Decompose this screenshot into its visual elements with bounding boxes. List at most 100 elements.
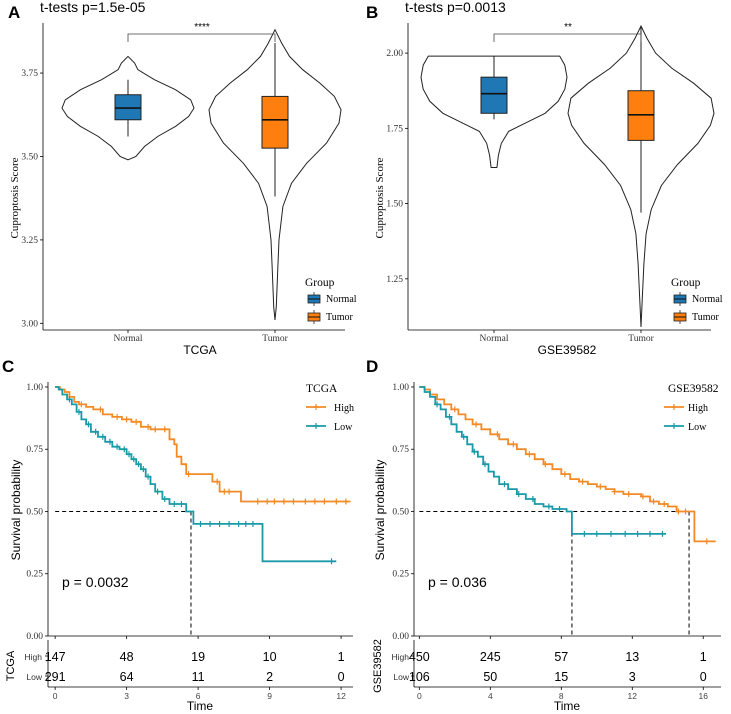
panel-c-legend-key-censor	[313, 423, 319, 429]
panel-d-risk-count-high: 245	[480, 650, 501, 664]
panel-c-risk-count-low: 0	[338, 670, 345, 684]
panel-d-censor-mark-low	[556, 506, 563, 512]
panel-d-risk-count-high: 13	[625, 650, 639, 664]
panel-d-risk-count-high: 450	[409, 650, 430, 664]
panel-c-risk-xtick-label: 6	[196, 691, 201, 701]
panel-d-ytick-label: 1.00	[392, 383, 409, 393]
panel-d-censor-mark-high	[675, 508, 682, 515]
panel-d-risk-count-high: 57	[554, 650, 568, 664]
panel-c-censor-mark-high	[114, 413, 121, 420]
panel-d-risk-xtick-label: 8	[559, 691, 564, 701]
panel-d-censor-mark-high	[611, 488, 618, 495]
panel-c-risk-label-low: Low	[26, 672, 42, 682]
panel-d-censor-mark-high	[510, 441, 517, 448]
panel-b-violin-normal	[420, 55, 568, 168]
panel-c-ytick-label: 1.00	[26, 383, 43, 393]
panel-c-censor-mark-low	[249, 520, 256, 527]
panel-c-censor-mark-low	[178, 501, 185, 508]
panel-c-ytick-label: 0.00	[26, 632, 43, 642]
panel-c-censor-mark-low	[114, 443, 121, 450]
panel-d-censor-mark-high	[661, 501, 668, 508]
panel-a-letter: A	[8, 3, 20, 22]
panel-c-risk-xtick-label: 9	[267, 691, 272, 701]
panel-b-legend-title: Group	[671, 277, 701, 289]
panel-c-risk-count-low: 291	[45, 670, 66, 684]
panel-b-ytick-label: 1.75	[386, 124, 403, 134]
panel-d-curve-low	[419, 386, 666, 535]
panel-c-censor-mark-low	[161, 496, 168, 503]
panel-c-censor-mark-high	[321, 498, 328, 505]
panel-c-censor-mark-high	[152, 426, 159, 433]
panel-d-risk-label-low: Low	[393, 672, 409, 682]
panel-c-censor-mark-high	[145, 423, 152, 430]
panel-d-risk-count-high: 1	[700, 650, 707, 664]
panel-d-censor-mark-high	[703, 538, 710, 545]
panel-a-ytick-label: 3.75	[21, 69, 38, 79]
panel-c-risk-count-high: 10	[263, 650, 277, 664]
panel-c-ytick-label: 0.25	[26, 570, 43, 580]
panel-c-censor-mark-low	[235, 520, 242, 527]
panel-d-censor-mark-high	[473, 421, 480, 428]
panel-a-significance-bracket	[127, 33, 276, 42]
panel-b-significance: **	[564, 22, 572, 33]
panel-c-risk-count-low: 2	[266, 670, 273, 684]
panel-b-ytick-label: 1.50	[386, 200, 403, 210]
panel-c-censor-mark-high	[311, 498, 318, 505]
panel-d-y-axis-label: Survival probability	[373, 460, 387, 561]
panel-b-xtick-tumor: Tumor	[628, 334, 654, 344]
panel-d-censor-mark-high	[639, 493, 646, 500]
panel-d-censor-mark-high	[650, 498, 657, 505]
panel-d-censor-mark-high	[526, 451, 533, 458]
panel-a-ytick-label: 3.25	[21, 236, 38, 246]
panel-d-censor-mark-low	[501, 481, 508, 488]
panel-c-censor-mark-low	[126, 451, 133, 458]
panel-c-censor-mark-high	[185, 471, 192, 478]
panel-c-risk-count-high: 147	[45, 650, 66, 664]
panel-d-curve-high	[419, 386, 716, 543]
panel-d-censor-mark-high	[561, 471, 568, 478]
panel-b-letter: B	[366, 3, 378, 22]
panel-c-ytick-label: 0.75	[26, 445, 43, 455]
panel-a: A t-tests p=1.5e-05 Cuproptosis Score TC…	[8, 0, 357, 357]
panel-b-title: t-tests p=0.0013	[405, 0, 506, 15]
panel-c-censor-mark-low	[92, 428, 99, 435]
panel-a-legend-title: Group	[305, 277, 335, 289]
panel-c-risk-count-high: 1	[338, 650, 345, 664]
panel-d-censor-mark-low	[471, 448, 478, 455]
panel-c-censor-mark-high	[302, 498, 309, 505]
panel-c-censor-mark-high	[123, 416, 130, 423]
panel-b: B t-tests p=0.0013 Cuproptosis Score GSE…	[366, 0, 723, 357]
panel-d-censor-mark-low	[545, 503, 552, 510]
panel-d-censor-mark-low	[446, 413, 453, 420]
panel-d-censor-mark-low	[622, 530, 629, 537]
panel-d-pvalue: p = 0.036	[428, 574, 487, 590]
panel-c-censor-mark-low	[75, 408, 82, 415]
panel-c-risk-label-high: High	[25, 652, 43, 662]
panel-d-censor-mark-high	[494, 431, 501, 438]
panel-c-ytick-label: 0.50	[26, 507, 43, 517]
panel-d-censor-mark-low	[515, 491, 522, 498]
panel-b-ytick-label: 2.00	[386, 49, 403, 59]
panel-c-censor-mark-low	[216, 520, 223, 527]
panel-a-xtick-tumor: Tumor	[262, 334, 288, 344]
panel-c-censor-mark-high	[290, 498, 297, 505]
panel-a-significance: ****	[194, 22, 210, 33]
panel-c-censor-mark-high	[97, 406, 104, 413]
panel-c-censor-mark-high	[254, 498, 261, 505]
panel-c-censor-mark-low	[130, 456, 137, 463]
panel-c-risk-xtick-label: 3	[124, 691, 129, 701]
panel-d-censor-mark-low	[659, 530, 666, 537]
panel-d-risk-xtick-label: 0	[417, 691, 422, 701]
panel-d-censor-mark-low	[647, 530, 654, 537]
panel-d-risk-label-high: High	[392, 652, 410, 662]
panel-c-risk-count-low: 64	[120, 670, 134, 684]
panel-b-box-normal	[480, 76, 508, 114]
panel-c-censor-mark-low	[154, 488, 161, 495]
panel-c-risk-xtick-label: 0	[53, 691, 58, 701]
panel-c-risk-count-low: 11	[192, 670, 205, 684]
panel-d-risk-count-low: 0	[700, 670, 707, 684]
panel-d-censor-mark-low	[581, 530, 588, 537]
panel-d-censor-mark-high	[682, 508, 689, 515]
panel-d-censor-mark-low	[634, 530, 641, 537]
panel-c-letter: C	[2, 357, 14, 376]
